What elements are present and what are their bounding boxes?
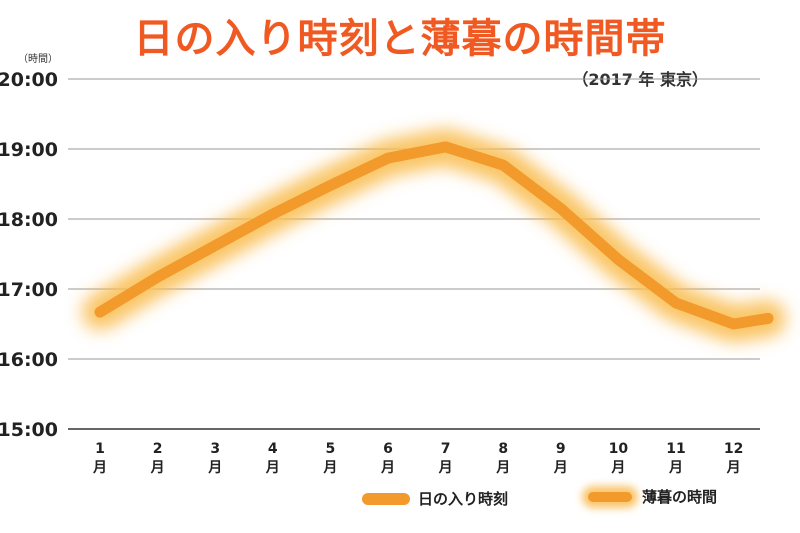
x-tick-label: 2	[153, 441, 163, 457]
x-tick-unit: 月	[380, 460, 395, 476]
x-tick-label: 9	[556, 441, 566, 457]
x-tick-label: 12	[724, 441, 743, 457]
x-tick-labels: 1 月 2 月 3 月 4 月 5 月 6 月 7 月 8 月 9 月 10 月 11 月 12 月	[92, 441, 743, 476]
x-tick-label: 5	[326, 441, 336, 457]
x-tick-unit: 月	[610, 460, 625, 476]
x-tick-unit: 月	[92, 460, 107, 476]
x-tick-label: 10	[609, 441, 629, 457]
x-tick-unit: 月	[322, 460, 337, 476]
legend-item-sunset: 日の入り時刻	[362, 488, 508, 509]
legend-item-twilight: 薄暮の時間	[588, 486, 717, 507]
x-tick-label: 8	[498, 441, 508, 457]
legend-glow-swatch	[588, 491, 632, 502]
x-tick-unit: 月	[726, 460, 741, 476]
x-tick-unit: 月	[207, 460, 222, 476]
x-tick-label: 11	[666, 441, 685, 457]
sunset-line-series	[94, 141, 774, 330]
y-tick-label: 15:00	[0, 419, 58, 441]
x-tick-label: 6	[383, 441, 393, 457]
y-tick-label: 19:00	[0, 139, 58, 161]
x-tick-unit: 月	[150, 460, 165, 476]
y-tick-label: 16:00	[0, 349, 58, 371]
x-tick-unit: 月	[438, 460, 453, 476]
x-tick-label: 7	[441, 441, 451, 457]
y-tick-label: 20:00	[0, 69, 58, 91]
y-tick-label: 18:00	[0, 209, 58, 231]
y-tick-labels: 20:00 19:00 18:00 17:00 16:00 15:00	[0, 69, 58, 441]
x-tick-unit: 月	[265, 460, 280, 476]
x-tick-unit: 月	[553, 460, 568, 476]
x-tick-label: 4	[268, 441, 278, 457]
legend-sunset-label: 日の入り時刻	[418, 490, 509, 508]
x-tick-unit: 月	[668, 460, 683, 476]
x-tick-label: 3	[210, 441, 220, 457]
y-axis-label: （時間）	[18, 54, 58, 65]
legend-twilight-label: 薄暮の時間	[642, 488, 718, 506]
legend-line-swatch	[362, 492, 410, 505]
y-tick-label: 17:00	[0, 279, 58, 301]
chart-title: 日の入り時刻と薄暮の時間帯	[133, 16, 667, 62]
x-tick-label: 1	[95, 441, 105, 457]
x-tick-unit: 月	[495, 460, 510, 476]
